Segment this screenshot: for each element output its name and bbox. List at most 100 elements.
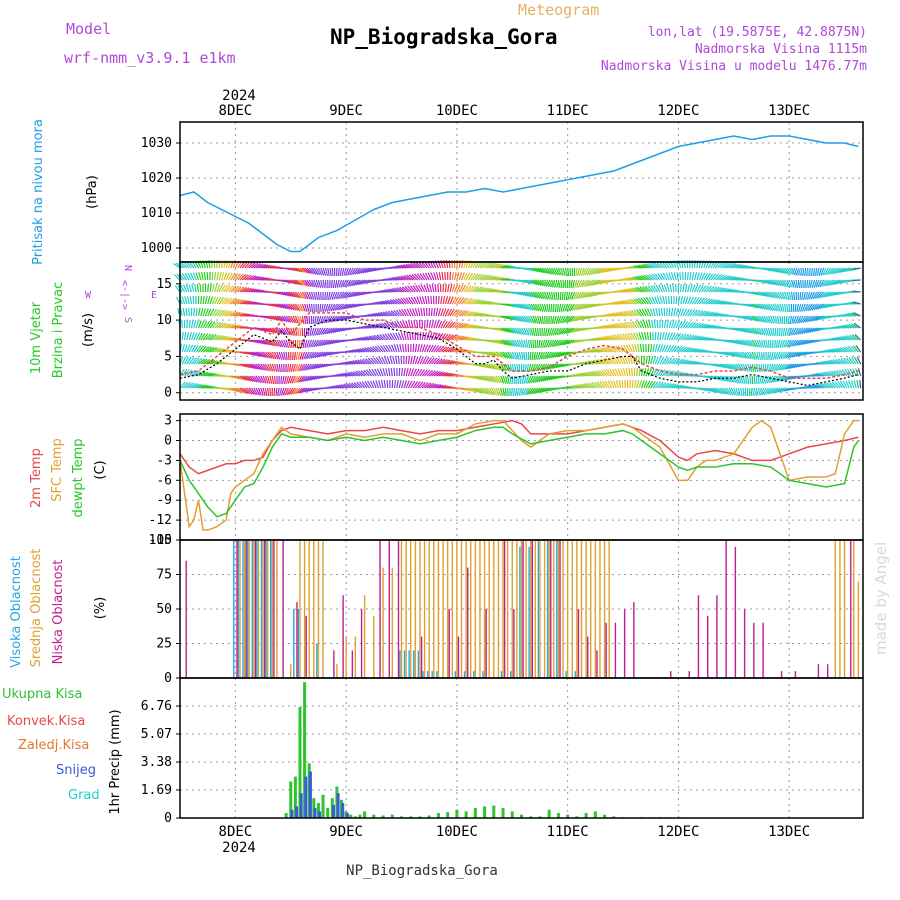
wind-vector [765, 279, 774, 285]
wind-vector [596, 381, 603, 389]
wind-vector [274, 339, 280, 347]
wind-vector [451, 296, 457, 305]
wind-vector [717, 363, 726, 369]
wind-vector [283, 291, 291, 297]
wind-vector [541, 387, 550, 393]
wind-vector [426, 357, 433, 365]
wind-vector [232, 387, 241, 393]
wind-vector [191, 344, 196, 353]
wind-vector [445, 359, 453, 365]
wind-vector [403, 308, 409, 317]
wind-vector [807, 267, 809, 277]
wind-vector [210, 259, 213, 269]
wind-vector [327, 339, 335, 345]
wind-vector [777, 363, 783, 371]
wind-vector [516, 351, 520, 360]
wind-vector [823, 303, 831, 309]
wind-vector [407, 355, 411, 365]
wind-vector [495, 339, 504, 345]
wind-vector [520, 327, 526, 336]
wind-vector [214, 334, 222, 341]
wind-vector [366, 369, 372, 377]
wind-vector [474, 387, 482, 394]
wind-vector [740, 375, 744, 384]
wind-vector [721, 262, 729, 269]
wind-vector [678, 346, 685, 353]
wind-vector [442, 372, 451, 377]
wind-vector [634, 344, 638, 353]
wind-vector [747, 315, 755, 321]
wind-vector [481, 387, 488, 395]
wind-vector [408, 296, 414, 305]
wind-vector [316, 315, 320, 324]
wind-vector [209, 284, 212, 293]
wind-vector [287, 375, 292, 384]
wind-vector [479, 274, 487, 281]
wind-vector [774, 303, 780, 312]
wind-vector [543, 315, 546, 325]
wind-vector [335, 291, 340, 300]
wind-vector [548, 267, 555, 275]
temperature-ytick-label: -15 [149, 533, 172, 548]
precip-frame [179, 677, 864, 819]
wind-vector [351, 279, 359, 287]
wind-vector [343, 267, 347, 276]
wind-vector [281, 315, 288, 323]
wind-vector [598, 369, 605, 377]
wind-vector [409, 331, 412, 341]
wind-vector [216, 284, 221, 293]
wind-vector [454, 348, 463, 353]
wind-vector [776, 351, 781, 360]
precip-legend-hail: Grad [68, 788, 100, 803]
wind-vector [778, 375, 785, 382]
wind-vector [546, 279, 552, 288]
wind-vector [756, 351, 760, 360]
wind-vector [767, 303, 774, 311]
wind-vector [521, 303, 528, 310]
wind-vector [246, 363, 254, 369]
wind-vector [543, 327, 546, 337]
wind-vector [844, 346, 852, 353]
wind-vector [613, 323, 622, 329]
wind-vector [331, 291, 336, 300]
wind-vector [775, 339, 779, 349]
wind-vector [611, 334, 619, 341]
wind-vector [830, 279, 838, 286]
wind-vector [539, 387, 548, 393]
wind-vector [788, 279, 793, 288]
wind-vector [614, 334, 622, 341]
temperature-ytick-label: 0 [164, 434, 172, 449]
wind-vector [454, 335, 462, 341]
wind-vector [712, 286, 720, 293]
wind-vector [241, 261, 248, 269]
wind-vector [269, 315, 278, 321]
wind-vector [651, 296, 656, 305]
wind-vector [258, 351, 265, 358]
wind-vector [570, 327, 578, 334]
wind-vector [338, 384, 347, 389]
wind-vector [504, 375, 509, 384]
wind-vector [241, 387, 249, 395]
cloud-ylabel-mid: Srednja Oblacnost [29, 549, 44, 668]
wind-vector [797, 267, 802, 276]
wind-vector [790, 291, 794, 300]
wind-vector [456, 322, 464, 329]
wind-vector [410, 262, 419, 269]
wind-vector [372, 380, 377, 389]
wind-vector [417, 356, 422, 365]
wind-vector [348, 291, 356, 298]
wind-vector [383, 322, 391, 329]
wind-vector [248, 363, 257, 370]
wind-vector [668, 272, 673, 281]
wind-vector [278, 339, 284, 348]
wind-speed-line [179, 319, 859, 387]
lonlat-text: lon,lat (19.5875E, 42.8875N) [648, 25, 867, 40]
wind-vector [200, 384, 209, 389]
wind-vector [338, 327, 347, 332]
wind-vector [490, 387, 496, 396]
wind-vector [438, 272, 442, 281]
wind-vector [504, 387, 507, 397]
wind-vector [281, 327, 287, 335]
wind-vector [554, 303, 557, 313]
